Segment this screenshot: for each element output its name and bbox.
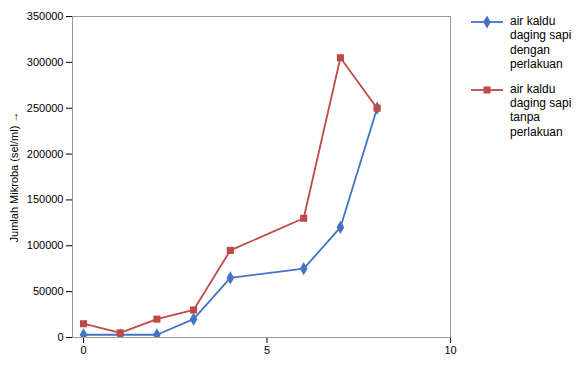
svg-text:50000: 50000 bbox=[33, 285, 64, 297]
html-text:air kaldu daging sapi dengan p: air kaldu daging sapi dengan perlakuan bbox=[510, 14, 572, 72]
svg-text:350000: 350000 bbox=[27, 10, 64, 22]
svg-text:10: 10 bbox=[444, 344, 456, 356]
svg-text:5: 5 bbox=[264, 344, 270, 356]
svg-text:100000: 100000 bbox=[27, 239, 64, 251]
svg-text:150000: 150000 bbox=[27, 193, 64, 205]
svg-text:Jumlah Mikroba (sel/ml) →: Jumlah Mikroba (sel/ml) → bbox=[8, 112, 20, 243]
svg-text:250000: 250000 bbox=[27, 102, 64, 114]
svg-text:200000: 200000 bbox=[27, 148, 64, 160]
html-text:air kaldu daging sapi tanpa pe: air kaldu daging sapi tanpa perlakuan bbox=[510, 81, 572, 139]
svg-text:0: 0 bbox=[57, 331, 63, 343]
svg-text:300000: 300000 bbox=[27, 56, 64, 68]
svg-text:0: 0 bbox=[80, 344, 86, 356]
